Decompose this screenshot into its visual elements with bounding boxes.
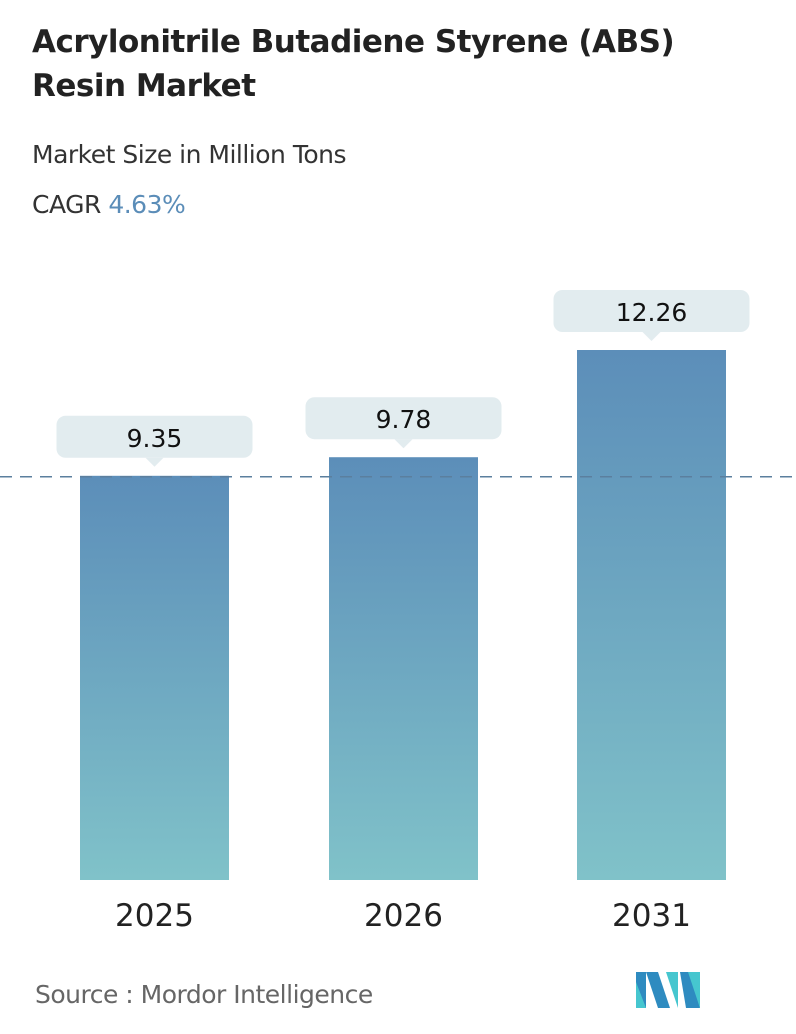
cagr-value: 4.63% <box>108 190 186 219</box>
value-label-box <box>305 397 502 440</box>
value-label-pointer <box>642 332 661 341</box>
x-tick-label: 2026 <box>364 898 443 934</box>
value-label: 9.78 <box>376 405 432 434</box>
bar-2026 <box>329 457 478 880</box>
value-label-pointer <box>394 439 413 449</box>
bar-2025 <box>80 475 229 880</box>
source-text: Source : Mordor Intelligence <box>35 980 373 1009</box>
cagr: CAGR 4.63% <box>32 190 186 219</box>
bar-2031 <box>577 350 726 880</box>
bar-chart: 9.35 2025 9.78 2026 12.26 2031 <box>0 290 796 934</box>
value-label-box <box>56 415 253 458</box>
value-label: 9.35 <box>127 424 183 453</box>
value-label-box <box>553 290 750 332</box>
cagr-label: CAGR <box>32 190 101 219</box>
value-label: 12.26 <box>616 298 688 327</box>
chart-title: Acrylonitrile Butadiene Styrene (ABS) Re… <box>32 24 675 104</box>
x-tick-label: 2025 <box>115 898 194 934</box>
x-tick-label: 2031 <box>612 898 691 934</box>
value-label-pointer <box>145 457 164 467</box>
mordor-logo-icon <box>636 972 700 1008</box>
chart-subtitle: Market Size in Million Tons <box>32 140 347 169</box>
